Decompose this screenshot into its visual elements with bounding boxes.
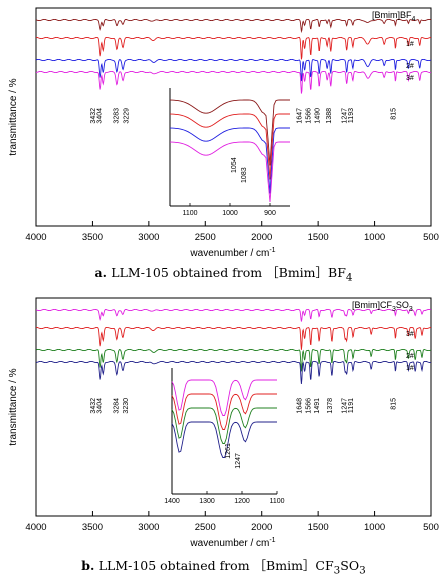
x-tick-label: 2000 xyxy=(251,522,272,533)
inset-spectrum-line xyxy=(170,141,290,203)
peak-label: 1648 xyxy=(296,398,303,414)
peak-label: 815 xyxy=(390,398,397,410)
peak-label: 1566 xyxy=(306,398,313,414)
inset-spectrum-line xyxy=(171,379,277,416)
peak-label: 3432 xyxy=(90,108,97,124)
peak-label: 1378 xyxy=(327,398,334,414)
x-tick-label: 2000 xyxy=(251,232,272,243)
spectrum-line xyxy=(35,308,432,322)
legend-label-a: [Bmim]BF4 xyxy=(372,10,416,23)
peak-label: 1191 xyxy=(348,398,355,413)
caption-a: a. LLM-105 obtained from ［Bmim］BF4 xyxy=(94,265,353,284)
series-marker: 3# xyxy=(406,75,414,82)
spectrum-line xyxy=(35,58,432,82)
spectrum-line xyxy=(36,360,431,384)
x-axis-title-a: wavenumber / cm-1 xyxy=(189,247,275,259)
inset-annotation: 1261 xyxy=(225,443,232,459)
spectra-b: 3# 2# 1# xyxy=(35,308,432,384)
peak-label: 3404 xyxy=(97,108,104,124)
inset-tick-label: 1400 xyxy=(164,498,180,505)
caption-b: b. LLM-105 obtained from ［Bmim］CF3SO3 xyxy=(81,558,366,577)
x-tick-label: 500 xyxy=(423,232,439,243)
x-tick-label: 1500 xyxy=(308,522,329,533)
inset-tick-label: 1100 xyxy=(182,210,197,217)
y-axis-title-b: transmittance / % xyxy=(8,368,19,445)
series-marker: 1# xyxy=(406,41,414,48)
peak-label: 1247 xyxy=(342,108,349,124)
peak-label: 815 xyxy=(390,108,397,120)
inset-tick-label: 1200 xyxy=(234,498,250,505)
series-marker: 2# xyxy=(406,353,414,360)
peak-label: 1647 xyxy=(297,108,304,124)
peak-labels-b: 3432 3404 3284 3230 1648 1566 1491 1378 1247 1191… xyxy=(90,398,397,414)
inset-annotation: 1054 xyxy=(231,157,238,173)
inset-spectrum-line xyxy=(170,127,290,194)
spectrum-line xyxy=(36,36,432,60)
inset-spectrum-line xyxy=(171,421,277,458)
peak-label: 3230 xyxy=(123,398,130,414)
peak-label: 1247 xyxy=(342,398,349,414)
peak-label: 3284 xyxy=(114,398,121,414)
x-tick-label: 1500 xyxy=(308,232,329,243)
peak-labels-a: 3432 3404 3283 3229 1647 1566 1490 1388 1247 1193… xyxy=(90,108,397,124)
legend-label-b: [Bmim]CF3SO3 xyxy=(352,300,413,313)
spectra-a: 1# 2# 3# xyxy=(35,18,432,94)
inset-tick-label: 1100 xyxy=(269,498,284,505)
x-tick-label: 3000 xyxy=(138,522,159,533)
plot-frame-b xyxy=(35,297,432,517)
peak-label: 3229 xyxy=(123,108,130,124)
x-tick-label: 4000 xyxy=(25,522,46,533)
peak-label: 1491 xyxy=(314,398,321,414)
inset-annotation: 1247 xyxy=(235,453,242,469)
series-marker: 1# xyxy=(406,365,414,372)
x-ticks-b: 4000 3500 3000 2500 2000 1500 1000 500 xyxy=(25,511,439,533)
inset-tick-label: 900 xyxy=(264,210,276,217)
inset-tick-label: 1000 xyxy=(222,210,238,217)
series-marker: 3# xyxy=(406,331,414,338)
inset-tick-label: 1300 xyxy=(199,498,215,505)
spectrum-line xyxy=(35,348,432,372)
x-tick-label: 4000 xyxy=(25,232,46,243)
x-tick-label: 2500 xyxy=(195,232,216,243)
peak-label: 1388 xyxy=(326,108,333,124)
plot-frame-a xyxy=(35,7,432,227)
inset-spectrum-line xyxy=(171,407,277,444)
chart-panel-b: 3# 2# 1# 3432 3404 3284 3230 1648 1566 1491 1378 1… xyxy=(8,297,439,549)
peak-label: 1566 xyxy=(306,108,313,124)
x-tick-label: 3000 xyxy=(138,232,159,243)
inset-spectrum-line xyxy=(170,113,290,180)
x-tick-label: 500 xyxy=(423,522,439,533)
spectrum-line xyxy=(36,326,432,350)
x-tick-label: 2500 xyxy=(195,522,216,533)
y-axis-title-a: transmittance / % xyxy=(8,78,19,155)
inset-spectrum-line xyxy=(170,99,290,166)
spectrum-line xyxy=(35,18,432,34)
peak-label: 3283 xyxy=(114,108,121,124)
peak-label: 1490 xyxy=(314,108,321,124)
inset-spectrum-line xyxy=(171,393,277,430)
x-tick-label: 3500 xyxy=(82,232,103,243)
peak-label: 3432 xyxy=(90,398,97,414)
series-marker: 2# xyxy=(406,63,414,70)
x-ticks-a: 4000 3500 3000 2500 2000 1500 1000 500 xyxy=(25,221,439,243)
inset-annotation: 1083 xyxy=(241,167,248,183)
peak-label: 3404 xyxy=(97,398,104,414)
x-axis-title-b: wavenumber / cm-1 xyxy=(189,537,275,549)
peak-label: 1193 xyxy=(348,108,355,123)
x-tick-label: 3500 xyxy=(82,522,103,533)
chart-panel-a: 1# 2# 3# 3432 3404 3283 3229 1647 1566 1490 1388 1… xyxy=(8,7,439,259)
x-tick-label: 1000 xyxy=(364,522,385,533)
spectrum-line xyxy=(36,70,431,94)
x-tick-label: 1000 xyxy=(364,232,385,243)
